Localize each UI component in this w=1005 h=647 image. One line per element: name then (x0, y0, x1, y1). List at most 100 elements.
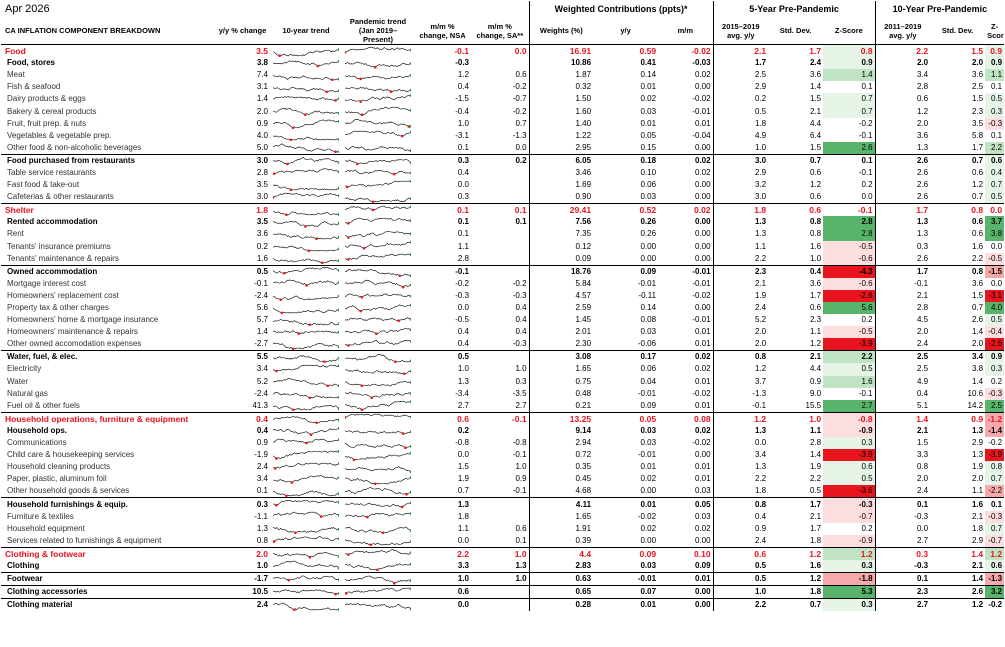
row-label: Water, fuel, & elec. (1, 350, 215, 364)
a5-cell: 1.7 (712, 57, 769, 70)
z10-cell: -1.5 (985, 264, 1005, 278)
w-cell: 3.46 (528, 166, 594, 180)
s10-cell: 0.9 (930, 411, 986, 425)
pandemic-sparkline (342, 93, 414, 105)
row-label: Water (7, 376, 29, 386)
table-row: Rented accommodation 3.5 0.1 0.1 7.56 0.26 0.0… (1, 216, 1005, 229)
wyy-cell: 0.03 (640, 438, 657, 448)
ten-year-sparkline (270, 523, 342, 535)
wmm-cell: -0.02 (691, 46, 711, 57)
row-label: Fish & seafood (7, 82, 61, 92)
ten-year-sparkline (270, 57, 342, 69)
w-cell: 2.59 (528, 301, 594, 315)
z5-cell: -0.2 (858, 118, 873, 128)
ten-year-sparkline (270, 511, 342, 523)
wyy-cell: 0.03 (640, 106, 657, 116)
w-cell: 0.63 (528, 572, 594, 586)
yy-cell: 3.0 (215, 153, 270, 167)
yy-cell: 5.5 (215, 350, 270, 364)
cpi-breakdown-table: Apr 2026 Weighted Contributions (ppts)* … (1, 1, 1005, 612)
mm-sa-cell (471, 511, 529, 523)
z10-cell: -0.5 (985, 252, 1005, 266)
z10-cell: -0.2 (985, 598, 1005, 612)
mm-nsa-cell: 0.6 (414, 585, 471, 599)
table-row: Bakery & cereal products 2.0 -0.4 -0.2 1.60 0… (1, 105, 1005, 118)
s5-cell: 0.6 (768, 203, 824, 217)
z5-cell: -0.9 (823, 424, 876, 437)
mm-nsa-cell: -3.4 (455, 388, 469, 398)
mm-nsa-cell: 2.7 (457, 400, 469, 410)
yy-cell: 0.9 (256, 438, 268, 448)
ten-year-sparkline (270, 118, 342, 130)
ten-year-sparkline (270, 130, 342, 142)
z5-cell: 0.9 (823, 57, 876, 70)
row-label: Shelter (1, 203, 215, 217)
z5-cell: -0.5 (823, 240, 876, 253)
a5-cell: 2.3 (712, 264, 769, 278)
s10-cell: 3.6 (971, 278, 984, 288)
ten-year-sparkline (270, 400, 342, 413)
ten-year-group-header: 10-Year Pre-Pandemic (874, 1, 1005, 17)
mm-nsa-cell: -0.4 (455, 106, 469, 116)
pandemic-sparkline (342, 203, 414, 217)
z10-cell: 0.1 (990, 82, 1003, 92)
table-row: Owned accommodation 0.5 -0.1 18.76 0.09 -0.01… (1, 264, 1005, 278)
s5-cell: 0.8 (809, 229, 822, 239)
s10-cell: 0.7 (971, 303, 984, 313)
yy-cell: -2.4 (254, 388, 268, 398)
wmm-cell: -0.01 (658, 264, 714, 278)
col-header-avg5: 2015–2019 avg. y/y (712, 17, 769, 45)
s5-cell: 1.5 (809, 94, 822, 104)
a5-cell: 1.3 (712, 228, 769, 241)
wyy-cell: 0.06 (640, 364, 657, 374)
s10-cell: 0.7 (971, 192, 984, 202)
a5-cell: 0.8 (712, 497, 769, 511)
wyy-cell: 0.03 (640, 560, 657, 570)
s5-cell: 1.2 (809, 339, 822, 349)
s5-cell: 2.1 (809, 106, 822, 116)
mm-sa-cell: -0.2 (512, 82, 527, 92)
mm-sa-cell: 0.6 (515, 523, 527, 533)
wyy-cell: 0.02 (640, 523, 657, 533)
w-cell: 1.45 (528, 314, 594, 327)
pandemic-sparkline (342, 228, 414, 240)
s10-cell: 1.4 (930, 572, 986, 586)
w-cell: 10.86 (528, 57, 594, 70)
yy-cell: -1.1 (254, 511, 268, 521)
s10-cell: 1.6 (930, 497, 986, 511)
z10-cell: -1.3 (985, 572, 1005, 586)
report-date: Apr 2026 (5, 3, 50, 15)
s5-cell: 0.7 (768, 598, 824, 612)
a10-cell: 4.5 (874, 314, 931, 327)
mm-nsa-cell: -0.1 (454, 46, 469, 57)
yy-cell: 1.8 (215, 203, 270, 217)
row-label: Bakery & cereal products (7, 106, 97, 116)
mm-sa-cell: -0.1 (512, 486, 527, 496)
mm-sa-cell (471, 350, 530, 364)
s10-cell: 0.8 (930, 203, 986, 217)
s10-cell: 0.6 (971, 229, 984, 239)
mm-nsa-cell: 0.3 (414, 153, 471, 167)
mm-nsa-cell: 0.3 (457, 192, 469, 202)
ten-year-sparkline (270, 535, 342, 548)
row-label: Household furnishings & equip. (1, 497, 215, 511)
mm-sa-cell: 0.1 (515, 535, 527, 545)
s5-cell: 1.7 (809, 523, 822, 533)
pandemic-sparkline (342, 142, 414, 155)
wmm-cell: 0.03 (695, 511, 711, 521)
w-cell: 29.41 (528, 203, 594, 217)
z5-cell: -2.6 (823, 289, 876, 302)
w-cell: 1.87 (528, 69, 594, 82)
a10-cell: 0.3 (874, 240, 931, 253)
z5-cell: 0.0 (861, 192, 873, 202)
row-label: Vegetables & vegetable prep. (7, 130, 112, 140)
s5-cell: 4.4 (809, 364, 822, 374)
z5-cell: 1.4 (823, 69, 876, 82)
table-row: Property tax & other charges 5.6 0.0 0.4 2.5… (1, 301, 1005, 315)
mm-nsa-cell: 2.2 (414, 546, 471, 560)
a5-cell: -0.1 (712, 399, 769, 413)
row-label: Tenants' insurance premiums (7, 241, 111, 251)
wyy-cell: 0.00 (640, 486, 657, 496)
w-cell: 0.90 (528, 191, 594, 204)
mm-nsa-cell: -0.1 (414, 264, 471, 278)
